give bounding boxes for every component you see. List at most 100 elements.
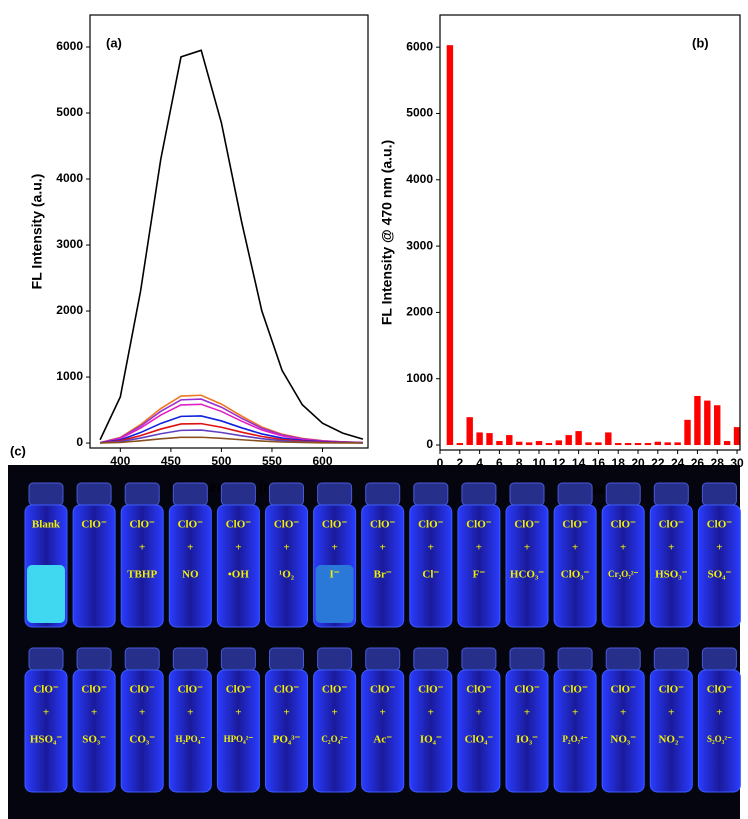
vial-cap [365, 482, 401, 506]
vial-cap [509, 482, 545, 506]
vial-analyte: Ac⁻ [373, 734, 392, 746]
vial-cap [76, 647, 112, 671]
vial-analyte: ¹O₂ [279, 569, 295, 581]
vial-analyte: HPO₄²⁻ [224, 734, 254, 744]
x-tick-label: 14 [572, 456, 586, 470]
vial-cap [124, 647, 160, 671]
vial-cap [269, 482, 304, 506]
vial-plus: + [43, 707, 49, 719]
vial-body [216, 669, 260, 793]
vial-plus: + [572, 542, 578, 554]
bar [694, 395, 701, 446]
vial-body [409, 504, 453, 628]
spectrum-line [100, 436, 363, 444]
vial-body [265, 504, 308, 628]
vial-plus: + [668, 707, 674, 719]
vial-label: ClO⁻ [322, 684, 348, 696]
vial-analyte: H₂PO₄⁻ [175, 734, 205, 744]
vial-label: ClO⁻ [274, 519, 300, 531]
vial-label: ClO⁻ [514, 684, 540, 696]
vial-cap [557, 482, 593, 506]
vial-cap [509, 647, 545, 671]
vial-label: ClO⁻ [226, 519, 252, 531]
vial-cap [28, 482, 64, 506]
vial-cap [220, 647, 256, 671]
bar [714, 405, 721, 446]
vial-plus: + [668, 542, 674, 554]
vial-cap [172, 647, 208, 671]
vial-body [553, 669, 597, 793]
bar [704, 400, 711, 446]
vial-cap [28, 647, 64, 671]
vial-analyte: C₂O₄²⁻ [321, 734, 348, 744]
bar [486, 433, 493, 446]
vial-plus: + [380, 707, 386, 719]
vial-plus: + [139, 542, 145, 554]
vial-label: ClO⁻ [418, 684, 444, 696]
vial-label: Blank [32, 519, 61, 531]
vial-analyte: •OH [228, 569, 249, 581]
vial-analyte: NO₃⁻ [610, 734, 636, 746]
vial-body [24, 669, 68, 793]
vial-analyte: Cr₂O₇²⁻ [608, 569, 639, 579]
bar [674, 442, 681, 446]
vial-body [649, 504, 693, 628]
y-tick-label: 6000 [406, 39, 433, 53]
spectrum-line [99, 49, 364, 441]
vial-plus: + [620, 542, 626, 554]
vial-analyte: NO₂⁻ [658, 734, 684, 746]
vial-label: ClO⁻ [130, 684, 156, 696]
x-tick-label: 0 [437, 456, 444, 470]
vial-plus: + [235, 707, 241, 719]
bar [446, 45, 454, 446]
vial-label: ClO⁻ [370, 519, 396, 531]
vial-analyte: ClO₄⁻ [465, 734, 494, 746]
vial-plus: + [380, 542, 386, 554]
vial-body [313, 669, 357, 793]
vial-analyte: HSO₄⁻ [30, 734, 63, 746]
y-tick-label: 1000 [56, 369, 83, 383]
vial-body [168, 669, 212, 793]
vial-label: ClO⁻ [322, 519, 348, 531]
bar [654, 441, 662, 446]
vial-label: ClO⁻ [370, 684, 396, 696]
vial-label: ClO⁻ [226, 684, 252, 696]
x-tick-label: 20 [631, 456, 645, 470]
vial-body [216, 504, 260, 628]
vial-analyte: I⁻ [330, 569, 340, 581]
vial-cap [461, 482, 497, 506]
vial-label: ClO⁻ [178, 684, 204, 696]
vial-label: ClO⁻ [81, 519, 107, 531]
vial-body [601, 504, 645, 628]
vial-body [265, 669, 308, 793]
vial-analyte: CO₃⁻ [129, 734, 155, 746]
vial-cap [124, 482, 160, 506]
x-tick-label: 30 [730, 456, 744, 470]
vial-cap [653, 647, 689, 671]
vial-label: ClO⁻ [514, 519, 540, 531]
x-tick-label: 28 [711, 456, 725, 470]
bar [585, 442, 592, 446]
vial-body [601, 669, 645, 793]
plot-frame [89, 14, 369, 449]
x-tick-label: 8 [516, 456, 523, 470]
vial-plus: + [283, 542, 289, 554]
vial-label: ClO⁻ [707, 519, 733, 531]
vial-body [457, 669, 501, 793]
y-tick-label: 2000 [406, 305, 433, 319]
vial-analyte: P₂O₇⁴⁻ [562, 734, 588, 744]
vial-plus: + [476, 707, 482, 719]
vial-label: ClO⁻ [466, 519, 492, 531]
bar [644, 443, 652, 446]
bar [684, 419, 691, 446]
panel-label: (c) [10, 443, 26, 458]
vial-label: ClO⁻ [33, 684, 59, 696]
bar [456, 443, 464, 446]
vial-cap [557, 647, 593, 671]
vial-cap [701, 647, 737, 671]
vial-body [72, 504, 116, 628]
x-tick-label: 600 [312, 454, 332, 468]
vial-body [505, 669, 549, 793]
vial-analyte: IO₄⁻ [420, 734, 442, 746]
